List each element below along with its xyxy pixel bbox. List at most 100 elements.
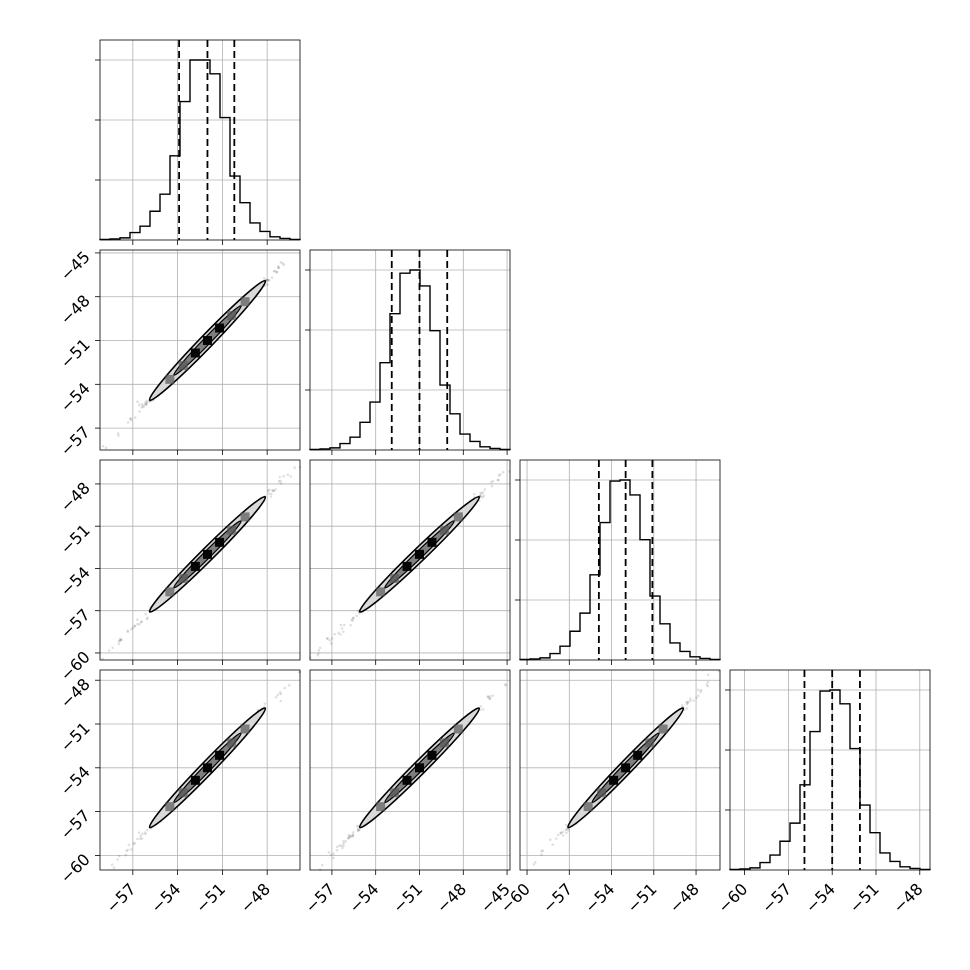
scatter-point — [686, 700, 690, 704]
scatter-point — [270, 488, 274, 492]
scatter-point — [145, 402, 148, 406]
scatter-point — [145, 401, 149, 404]
scatter-point — [564, 828, 568, 832]
scatter-point — [137, 622, 141, 626]
scatter-point — [142, 405, 145, 409]
density-cell — [427, 750, 437, 760]
histogram-3 — [729, 689, 931, 871]
density-cell — [439, 738, 449, 748]
scatter-point — [120, 638, 123, 642]
scatter-point — [130, 627, 133, 631]
scatter-point — [335, 848, 339, 852]
scatter-point — [269, 492, 273, 496]
y-tick-label: −51 — [57, 521, 94, 558]
panel-frame — [309, 249, 511, 451]
scatter-point — [266, 278, 270, 282]
density-cell — [190, 348, 200, 358]
density-cell — [402, 775, 412, 785]
scatter-point — [101, 444, 105, 448]
density-cell — [190, 561, 200, 571]
panel-frame — [729, 669, 931, 871]
panel-3-1: −57 −54 −51 −48 −45 — [301, 669, 514, 917]
scatter-point — [267, 279, 271, 282]
scatter-point — [272, 269, 276, 273]
scatter-point — [483, 488, 487, 491]
scatter-point — [277, 264, 280, 268]
y-tick-label: −57 — [57, 422, 94, 459]
scatter-point — [342, 844, 345, 848]
scatter-point — [141, 832, 144, 836]
scatter-point — [266, 283, 269, 286]
scatter-point — [357, 824, 360, 828]
scatter-point — [272, 489, 275, 493]
scatter-point — [332, 852, 335, 856]
scatter-point — [481, 491, 485, 494]
scatter-point — [488, 695, 492, 698]
scatter-point — [717, 669, 721, 673]
scatter-point — [316, 653, 320, 657]
panel-1-1 — [305, 249, 511, 455]
y-tick-label: −54 — [57, 379, 94, 416]
x-tick-label: −51 — [389, 879, 426, 916]
density-cell — [240, 512, 250, 522]
scatter-point — [497, 478, 500, 482]
scatter-point — [139, 834, 143, 838]
scatter-point — [347, 833, 351, 837]
density-cell — [215, 323, 225, 333]
scatter-point — [686, 701, 690, 705]
scatter-point — [490, 484, 494, 488]
scatter-point — [140, 402, 144, 406]
scatter-point — [276, 693, 280, 697]
scatter-point — [556, 833, 560, 837]
scatter-point — [342, 842, 345, 845]
scatter-point — [491, 694, 495, 697]
scatter-point — [555, 837, 558, 840]
x-tick-label: −51 — [846, 879, 883, 916]
scatter-point — [136, 837, 139, 841]
scatter-point — [332, 856, 335, 860]
x-tick-label: −57 — [301, 879, 338, 916]
scatter-point — [272, 489, 276, 493]
scatter-point — [342, 623, 346, 627]
panel-3-0: −60−57−54−51−48−57 −54 −51 −48 — [57, 669, 302, 917]
scatter-point — [143, 831, 147, 834]
density-cell — [202, 549, 212, 559]
scatter-point — [356, 828, 360, 832]
scatter-point — [561, 830, 565, 834]
panel-2-1 — [309, 459, 511, 665]
scatter-point — [110, 863, 114, 866]
scatter-point — [488, 697, 491, 700]
scatter-point — [141, 404, 145, 408]
scatter-point — [697, 694, 700, 698]
scatter-point — [136, 400, 139, 404]
scatter-point — [126, 629, 130, 632]
scatter-point — [342, 630, 345, 634]
scatter-point — [138, 837, 142, 841]
scatter-point — [129, 847, 133, 851]
scatter-point — [266, 489, 270, 493]
density-cell — [658, 724, 668, 734]
x-tick-label: −48 — [889, 879, 926, 916]
scatter-point — [274, 695, 278, 699]
density-cell — [165, 374, 175, 384]
scatter-point — [133, 624, 136, 628]
scatter-point — [481, 495, 484, 499]
y-tick-label: −45 — [57, 247, 94, 284]
panel-frame — [99, 249, 301, 451]
scatter-point — [340, 844, 343, 848]
scatter-point — [262, 276, 266, 280]
scatter-point — [351, 834, 355, 837]
x-tick-label: −51 — [623, 879, 660, 916]
scatter-point — [144, 612, 148, 616]
scatter-point — [692, 699, 696, 702]
scatter-point — [561, 834, 565, 837]
density-cell — [227, 738, 237, 748]
scatter-point — [136, 622, 139, 626]
density-cell — [202, 763, 212, 773]
scatter-point — [490, 480, 493, 484]
scatter-point — [263, 702, 267, 705]
x-tick-label: −54 — [147, 879, 184, 916]
panel-frame — [309, 459, 511, 661]
density-cell — [165, 587, 175, 597]
